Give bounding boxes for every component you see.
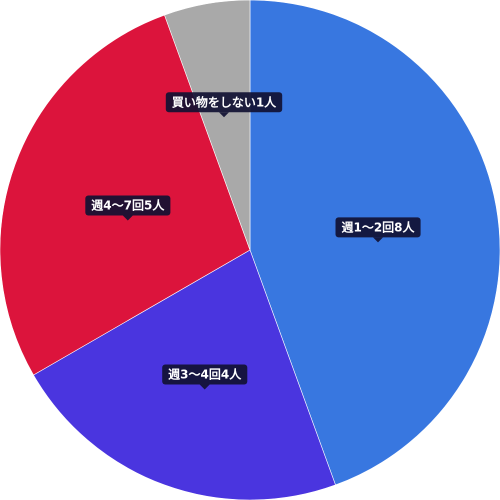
slice-label-box (165, 92, 283, 113)
slice-label-box (335, 217, 421, 238)
slice-label-2: 週3〜4回4人 (162, 364, 248, 390)
slice-label-text: 週3〜4回4人 (168, 367, 242, 382)
pie-slice-4[interactable] (164, 0, 251, 251)
slice-label-pointer (373, 237, 383, 243)
slice-label-text: 週1〜2回8人 (341, 219, 415, 234)
slice-label-box (85, 195, 171, 216)
slice-label-text: 買い物をしない1人 (172, 94, 277, 109)
slice-label-4: 買い物をしない1人 (165, 92, 283, 118)
slice-label-text: 週4〜7回5人 (91, 198, 165, 213)
pie-slice-1[interactable] (249, 0, 500, 486)
slice-label-3: 週4〜7回5人 (85, 195, 171, 221)
slice-label-pointer (122, 215, 133, 221)
slice-label-1: 週1〜2回8人 (335, 217, 421, 243)
slice-label-pointer (199, 384, 210, 390)
slice-label-box (162, 364, 248, 385)
slice-label-pointer (219, 112, 229, 118)
